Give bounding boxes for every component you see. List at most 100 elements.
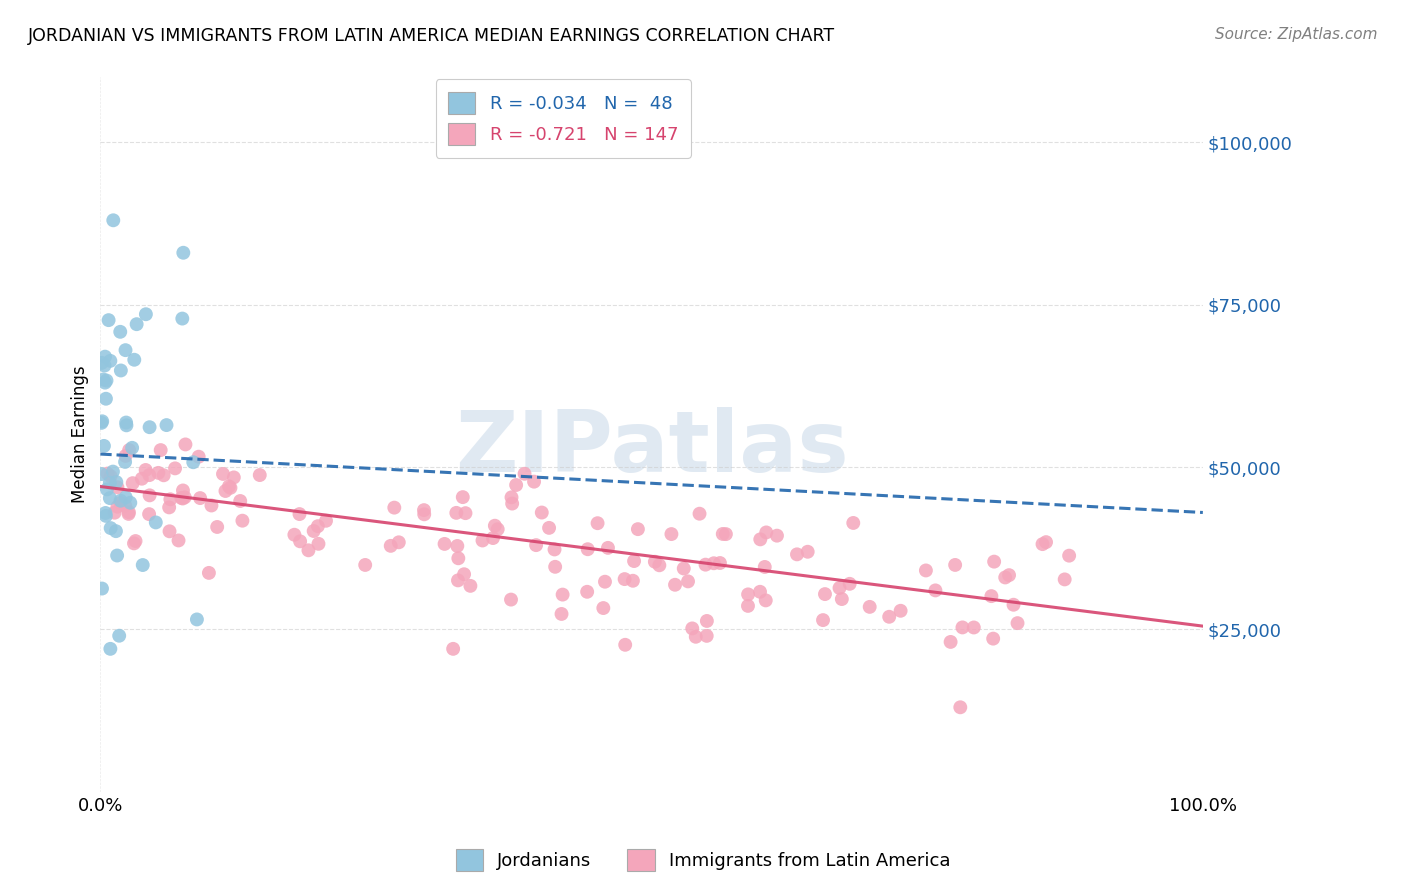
- Point: [994, 570, 1017, 584]
- Point: [796, 545, 818, 559]
- Point: [218, 479, 240, 493]
- Point: [214, 483, 236, 498]
- Point: [90, 416, 112, 430]
- Text: Source: ZipAtlas.com: Source: ZipAtlas.com: [1215, 27, 1378, 42]
- Point: [307, 519, 329, 533]
- Point: [543, 542, 565, 557]
- Point: [523, 475, 546, 489]
- Point: [915, 564, 938, 578]
- Point: [93, 359, 115, 373]
- Point: [110, 363, 132, 377]
- Point: [593, 574, 616, 589]
- Point: [172, 491, 194, 506]
- Point: [382, 500, 405, 515]
- Point: [695, 558, 717, 572]
- Point: [117, 507, 139, 521]
- Point: [91, 372, 114, 386]
- Point: [114, 499, 136, 513]
- Point: [689, 507, 711, 521]
- Point: [114, 343, 136, 358]
- Point: [1007, 616, 1029, 631]
- Point: [454, 506, 477, 520]
- Point: [118, 505, 141, 519]
- Point: [838, 577, 860, 591]
- Point: [170, 491, 193, 505]
- Point: [145, 516, 167, 530]
- Point: [94, 508, 117, 523]
- Point: [766, 529, 789, 543]
- Legend: Jordanians, Immigrants from Latin America: Jordanians, Immigrants from Latin Americ…: [449, 842, 957, 879]
- Point: [114, 449, 136, 463]
- Point: [138, 468, 160, 483]
- Point: [842, 516, 865, 530]
- Point: [103, 213, 125, 227]
- Point: [186, 612, 208, 626]
- Point: [890, 604, 912, 618]
- Point: [187, 450, 209, 464]
- Point: [703, 556, 725, 570]
- Point: [103, 506, 125, 520]
- Point: [661, 527, 683, 541]
- Point: [107, 480, 129, 494]
- Point: [101, 465, 124, 479]
- Point: [980, 589, 1002, 603]
- Point: [354, 558, 377, 572]
- Point: [755, 593, 778, 607]
- Point: [755, 525, 778, 540]
- Point: [107, 500, 129, 514]
- Point: [167, 533, 190, 548]
- Point: [614, 638, 637, 652]
- Point: [952, 620, 974, 634]
- Point: [283, 527, 305, 541]
- Point: [91, 582, 114, 596]
- Point: [737, 587, 759, 601]
- Point: [501, 497, 523, 511]
- Point: [155, 418, 177, 433]
- Point: [121, 441, 143, 455]
- Point: [623, 554, 645, 568]
- Point: [433, 537, 456, 551]
- Point: [672, 561, 695, 575]
- Point: [596, 541, 619, 555]
- Point: [132, 558, 155, 572]
- Point: [157, 500, 180, 515]
- Point: [685, 630, 707, 644]
- Point: [148, 466, 170, 480]
- Point: [676, 574, 699, 589]
- Point: [754, 560, 776, 574]
- Point: [98, 491, 121, 505]
- Point: [737, 599, 759, 613]
- Point: [94, 376, 117, 390]
- Point: [249, 468, 271, 483]
- Point: [924, 583, 946, 598]
- Y-axis label: Median Earnings: Median Earnings: [72, 366, 89, 503]
- Point: [96, 483, 118, 497]
- Point: [159, 524, 181, 539]
- Point: [711, 527, 734, 541]
- Point: [831, 592, 853, 607]
- Point: [709, 556, 731, 570]
- Point: [714, 527, 737, 541]
- Point: [108, 629, 131, 643]
- Point: [135, 463, 157, 477]
- Point: [172, 311, 194, 326]
- Point: [135, 307, 157, 321]
- Point: [453, 567, 475, 582]
- Point: [1053, 573, 1076, 587]
- Point: [122, 536, 145, 550]
- Point: [172, 483, 194, 498]
- Point: [648, 558, 671, 573]
- Point: [413, 508, 436, 522]
- Point: [96, 374, 118, 388]
- Point: [94, 350, 117, 364]
- Point: [613, 572, 636, 586]
- Point: [98, 641, 121, 656]
- Point: [96, 467, 118, 481]
- Point: [1057, 549, 1080, 563]
- Point: [118, 443, 141, 458]
- Point: [981, 632, 1004, 646]
- Point: [983, 555, 1005, 569]
- Point: [447, 574, 470, 588]
- Point: [174, 437, 197, 451]
- Point: [219, 481, 242, 495]
